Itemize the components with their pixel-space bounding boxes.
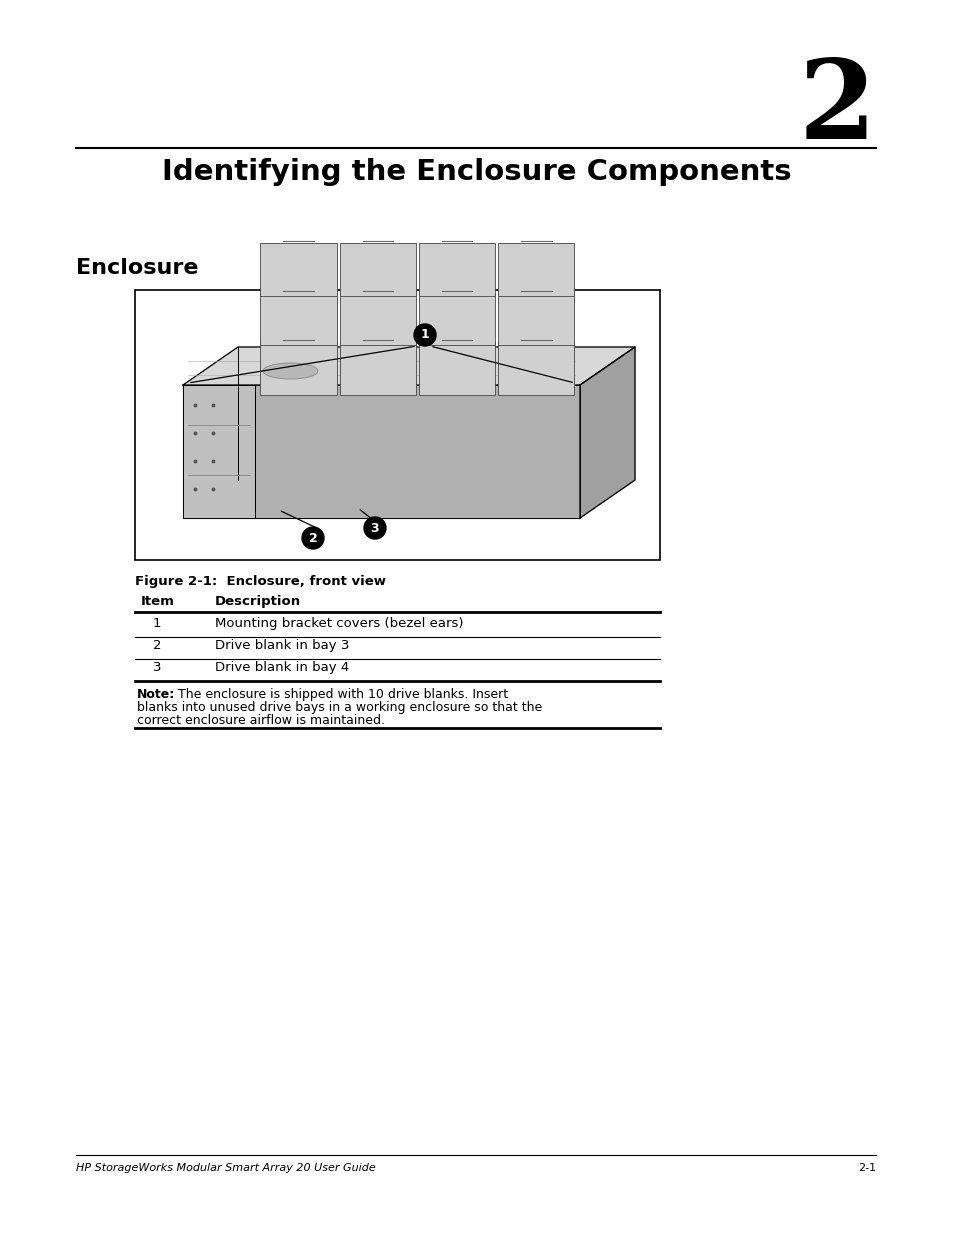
Bar — [260, 342, 336, 395]
Text: 2: 2 — [309, 531, 317, 545]
Bar — [497, 293, 574, 346]
Text: Mounting bracket covers (bezel ears): Mounting bracket covers (bezel ears) — [214, 618, 463, 630]
Bar — [339, 243, 416, 295]
Text: 3: 3 — [152, 661, 161, 674]
Bar — [418, 243, 495, 295]
Bar — [135, 290, 659, 559]
Bar — [418, 342, 495, 395]
Bar — [339, 342, 416, 395]
Text: Identifying the Enclosure Components: Identifying the Enclosure Components — [162, 158, 791, 186]
Circle shape — [364, 517, 386, 538]
Polygon shape — [183, 347, 635, 385]
Text: 1: 1 — [420, 329, 429, 342]
Circle shape — [302, 527, 324, 550]
Text: Figure 2-1:  Enclosure, front view: Figure 2-1: Enclosure, front view — [135, 576, 386, 588]
Bar — [339, 293, 416, 346]
Polygon shape — [254, 385, 579, 517]
Circle shape — [414, 324, 436, 346]
Polygon shape — [183, 385, 254, 517]
Text: 2: 2 — [798, 56, 875, 162]
Text: blanks into unused drive bays in a working enclosure so that the: blanks into unused drive bays in a worki… — [137, 701, 541, 714]
Text: 2-1: 2-1 — [857, 1163, 875, 1173]
Text: Enclosure: Enclosure — [76, 258, 198, 278]
Text: correct enclosure airflow is maintained.: correct enclosure airflow is maintained. — [137, 714, 385, 727]
Bar — [260, 243, 336, 295]
Bar — [497, 342, 574, 395]
Bar — [260, 293, 336, 346]
Bar — [418, 293, 495, 346]
Text: Description: Description — [214, 595, 301, 608]
Bar — [497, 243, 574, 295]
Text: 1: 1 — [152, 618, 161, 630]
Text: Drive blank in bay 3: Drive blank in bay 3 — [214, 638, 349, 652]
Text: Item: Item — [141, 595, 174, 608]
Polygon shape — [579, 347, 635, 517]
Text: 3: 3 — [371, 521, 379, 535]
Text: Drive blank in bay 4: Drive blank in bay 4 — [214, 661, 349, 674]
Text: The enclosure is shipped with 10 drive blanks. Insert: The enclosure is shipped with 10 drive b… — [170, 688, 508, 701]
Text: Note:: Note: — [137, 688, 175, 701]
Ellipse shape — [263, 363, 317, 379]
Text: HP StorageWorks Modular Smart Array 20 User Guide: HP StorageWorks Modular Smart Array 20 U… — [76, 1163, 375, 1173]
Text: 2: 2 — [152, 638, 161, 652]
